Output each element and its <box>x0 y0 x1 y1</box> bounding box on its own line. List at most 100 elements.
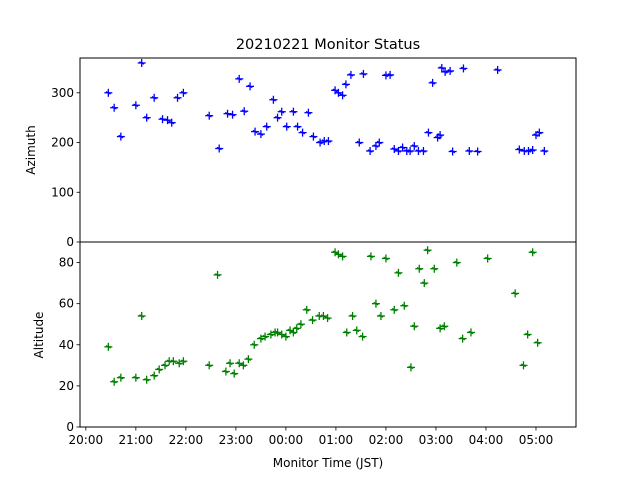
azimuth-point-72 <box>540 146 549 155</box>
altitude-point-49 <box>390 305 399 314</box>
altitude-point-4 <box>137 312 146 320</box>
azimuth-point-48 <box>398 143 407 152</box>
azimuth-point-4 <box>137 58 146 67</box>
x-tick-label: 01:00 <box>319 433 354 447</box>
altitude-point-12 <box>179 357 188 366</box>
altitude-point-21 <box>250 340 259 349</box>
altitude-point-64 <box>511 289 520 298</box>
azimuth-point-60 <box>446 66 455 75</box>
altitude-point-53 <box>410 322 419 331</box>
altitude-point-14 <box>213 270 222 279</box>
azimuth-y-axis: 0 100 200 300 <box>51 86 80 249</box>
azimuth-point-68 <box>524 146 533 155</box>
x-tick-label: 22:00 <box>169 433 204 447</box>
altitude-point-20 <box>244 355 253 364</box>
azimuth-point-8 <box>163 116 172 125</box>
altitude-point-45 <box>366 252 375 261</box>
altitude-point-65 <box>519 361 528 370</box>
azimuth-point-33 <box>324 137 333 146</box>
chart-title: 20210221 Monitor Status <box>236 37 420 53</box>
azimuth-point-29 <box>304 108 313 117</box>
altitude-point-10 <box>169 357 178 366</box>
altitude-point-3 <box>131 373 140 382</box>
altitude-point-54 <box>415 264 424 273</box>
altitude-point-27 <box>277 330 286 339</box>
azimuth-point-17 <box>240 107 249 116</box>
x-tick-label: 20:00 <box>69 433 104 447</box>
azimuth-point-71 <box>535 128 544 137</box>
x-axis-label: Monitor Time (JST) <box>273 456 383 470</box>
altitude-point-11 <box>175 359 184 368</box>
altitude-point-63 <box>483 254 492 263</box>
x-tick-label: 21:00 <box>119 433 154 447</box>
azimuth-point-16 <box>235 74 244 83</box>
azimuth-point-51 <box>410 142 419 151</box>
azimuth-point-5 <box>142 113 151 122</box>
azimuth-point-10 <box>173 93 182 102</box>
azimuth-point-13 <box>215 144 224 153</box>
altitude-point-18 <box>235 359 244 368</box>
altitude-point-32 <box>296 320 305 329</box>
altitude-point-57 <box>430 264 439 273</box>
altitude-point-5 <box>142 375 151 384</box>
altitude-point-43 <box>352 326 361 335</box>
azimuth-points <box>104 58 549 156</box>
azimuth-point-15 <box>228 110 237 119</box>
azimuth-point-59 <box>441 67 450 76</box>
azimuth-point-41 <box>366 146 375 155</box>
y-tick-label: 0 <box>66 420 74 434</box>
y-tick-label: 300 <box>51 86 74 100</box>
azimuth-point-24 <box>277 107 286 116</box>
altitude-point-16 <box>226 359 235 368</box>
azimuth-point-62 <box>459 64 468 73</box>
altitude-point-23 <box>261 332 270 341</box>
azimuth-point-28 <box>298 128 307 137</box>
altitude-panel: 0 20 40 60 80 Altitude <box>32 241 577 434</box>
altitude-point-39 <box>334 250 343 259</box>
azimuth-point-69 <box>528 146 537 154</box>
azimuth-point-25 <box>282 122 291 131</box>
altitude-point-6 <box>150 371 159 380</box>
altitude-point-28 <box>281 332 290 341</box>
azimuth-point-63 <box>465 146 474 155</box>
azimuth-point-40 <box>359 69 368 78</box>
x-tick-label: 00:00 <box>269 433 304 447</box>
altitude-plot-frame <box>79 241 577 428</box>
y-tick-label: 200 <box>51 136 74 150</box>
altitude-y-axis: 0 20 40 60 80 <box>59 256 80 434</box>
azimuth-point-38 <box>346 70 355 79</box>
altitude-point-17 <box>230 369 239 378</box>
azimuth-point-26 <box>289 107 298 116</box>
altitude-point-50 <box>394 268 403 277</box>
y-tick-label: 20 <box>59 379 74 393</box>
azimuth-point-37 <box>341 80 350 89</box>
azimuth-point-36 <box>338 91 347 100</box>
altitude-point-40 <box>338 252 347 261</box>
x-tick-label: 04:00 <box>469 433 504 447</box>
altitude-point-36 <box>319 312 328 320</box>
azimuth-point-45 <box>386 70 395 79</box>
altitude-point-30 <box>289 328 298 337</box>
altitude-point-56 <box>423 246 432 255</box>
y-tick-label: 0 <box>66 235 74 249</box>
altitude-point-0 <box>104 342 113 351</box>
altitude-point-37 <box>323 314 332 323</box>
azimuth-point-39 <box>355 138 364 147</box>
azimuth-point-0 <box>104 88 113 97</box>
azimuth-point-54 <box>424 128 433 137</box>
altitude-point-51 <box>400 301 409 310</box>
x-axis: 20:00 21:00 22:00 23:00 00:00 01:00 02:00 03:00… <box>69 427 553 447</box>
azimuth-point-3 <box>131 101 140 110</box>
altitude-point-24 <box>266 330 275 339</box>
altitude-point-46 <box>371 299 380 308</box>
azimuth-point-55 <box>428 78 437 87</box>
altitude-point-48 <box>381 254 390 263</box>
altitude-point-15 <box>221 367 230 376</box>
x-tick-label: 02:00 <box>369 433 404 447</box>
altitude-point-13 <box>205 361 214 370</box>
azimuth-point-12 <box>205 111 214 120</box>
y-tick-label: 100 <box>51 185 74 199</box>
azimuth-point-20 <box>256 130 265 139</box>
azimuth-point-22 <box>269 95 278 104</box>
